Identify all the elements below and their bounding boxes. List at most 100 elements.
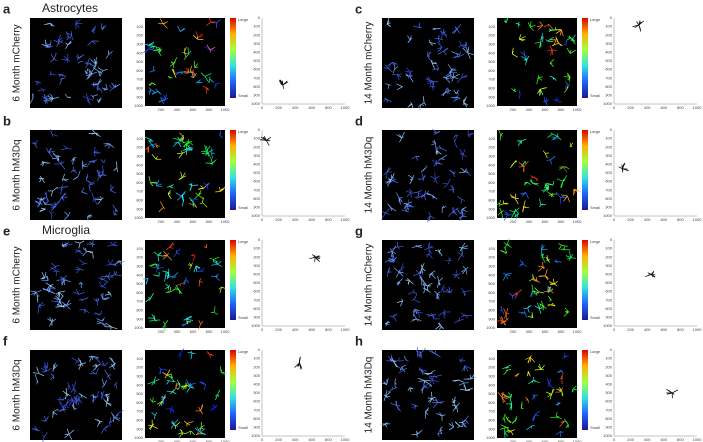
cell-process [438, 38, 443, 41]
cell-process [555, 96, 558, 101]
image-x-tick: 1000 [573, 439, 583, 442]
cell-process [151, 91, 159, 95]
cell-process [104, 143, 110, 147]
cell-process [87, 98, 90, 104]
cell-process [514, 207, 520, 213]
cell-process [67, 32, 72, 36]
cell-process [449, 170, 453, 173]
cell-process [429, 85, 432, 88]
cell-process [103, 399, 107, 403]
cell-process [554, 260, 558, 263]
cell-process [189, 430, 192, 435]
cell-process [401, 136, 404, 139]
cell-process [65, 31, 70, 38]
cell-process [461, 422, 467, 426]
cell-process [56, 187, 62, 189]
cell-process [90, 71, 97, 75]
cell-process [217, 260, 222, 265]
cell-process [543, 23, 549, 28]
plot-y-tick: 600 [605, 67, 612, 72]
cell-process [431, 376, 433, 381]
cell-process [541, 32, 544, 38]
plot-x-tick: 1000 [693, 437, 703, 442]
plot-x-tick: 400 [292, 327, 299, 332]
plot-y-tick: 0 [610, 15, 613, 20]
cell-process [505, 18, 509, 23]
cell-process [522, 206, 524, 212]
cell-process [153, 251, 159, 256]
cell-process [529, 356, 536, 363]
cell-process [565, 420, 569, 425]
cell-process [104, 369, 109, 376]
cell-process [515, 212, 519, 220]
cell-process [506, 312, 510, 315]
cell-process [38, 373, 45, 377]
cell-process [91, 244, 94, 248]
cell-process [441, 288, 445, 294]
cell-process [108, 51, 113, 55]
cell-process [58, 40, 64, 43]
cell-process [152, 70, 156, 72]
cell-process [30, 290, 37, 293]
plot-y-tick: 200 [253, 364, 260, 369]
cell-process [391, 245, 397, 252]
cell-process [418, 380, 425, 382]
cell-process [438, 35, 440, 39]
cell-process [38, 177, 42, 180]
raw-image [30, 240, 122, 330]
cell-process [43, 99, 48, 102]
cell-process [437, 276, 440, 282]
image-y-tick: 200 [136, 145, 143, 150]
color-coded-image [145, 240, 225, 328]
plot-y-tick: 1000 [603, 323, 613, 328]
cell-process [459, 357, 464, 362]
cell-process [148, 41, 155, 46]
cell-process [428, 273, 432, 278]
cell-process [150, 139, 154, 142]
cell-process [520, 312, 525, 315]
image-y-tick: 700 [488, 189, 495, 194]
cell-process [70, 387, 75, 393]
cell-process [113, 212, 117, 216]
image-y-tick: 1000 [134, 103, 144, 108]
cell-process [101, 394, 104, 400]
cell-process [519, 36, 526, 40]
cell-process [411, 104, 414, 109]
cell-process [145, 278, 149, 285]
cell-process [511, 47, 514, 54]
cell-process [76, 56, 80, 59]
cell-process [439, 426, 443, 430]
cell-process [144, 48, 149, 53]
cell-process [87, 58, 90, 65]
cell-process [507, 369, 512, 371]
cell-process [381, 212, 387, 219]
cell-process [544, 153, 548, 159]
cell-process [209, 78, 214, 83]
cell-process [147, 146, 149, 151]
cell-process [460, 167, 466, 173]
cell-process [94, 363, 98, 367]
image-y-tick: 700 [136, 189, 143, 194]
cell-process [432, 374, 435, 381]
cell-process [166, 369, 171, 376]
cell-process [448, 260, 450, 265]
cell-process [518, 34, 522, 40]
image-x-tick: 800 [206, 439, 213, 442]
plot-y-tick: 800 [253, 416, 260, 421]
cell-process [155, 156, 158, 160]
cell-process [501, 316, 505, 323]
cell-process [423, 102, 427, 106]
cell-process [510, 429, 515, 432]
cell-process [548, 281, 555, 285]
cell-process [164, 274, 167, 282]
cell-process [514, 419, 517, 422]
plot-y-tick: 500 [253, 58, 260, 63]
cell-skeleton [671, 392, 675, 395]
cell-process [387, 271, 392, 273]
plot-x-tick: 800 [325, 327, 332, 332]
cell-process [438, 311, 444, 317]
cell-process [50, 375, 54, 381]
plot-x-tick: 600 [308, 105, 315, 110]
cell-process [523, 206, 530, 209]
cell-process [441, 30, 445, 34]
